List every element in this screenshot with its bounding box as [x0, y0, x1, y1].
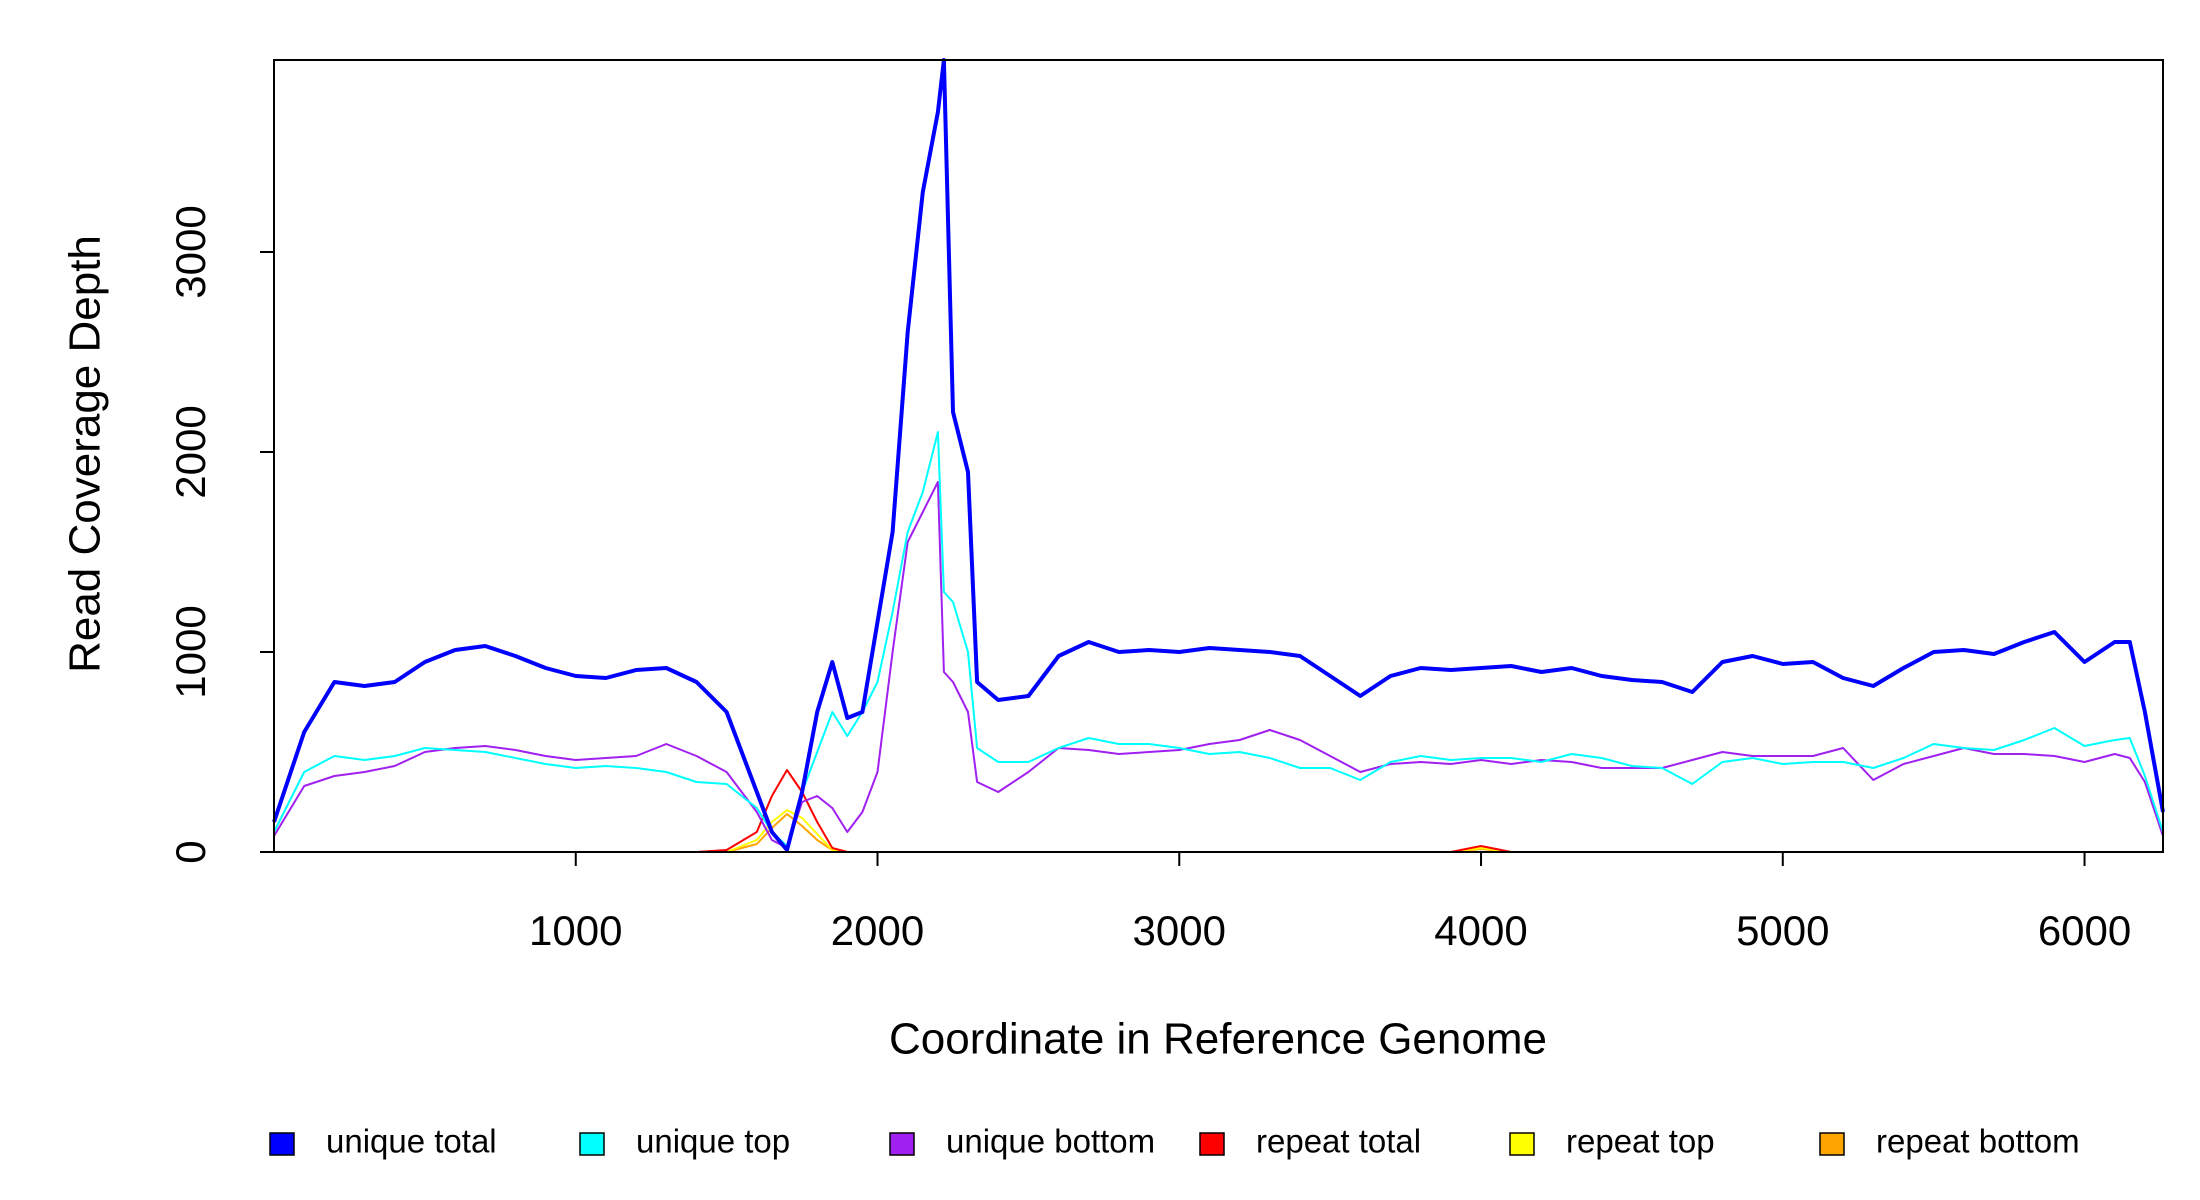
legend-swatch: [1509, 1132, 1535, 1156]
legend-label: unique bottom: [946, 1123, 1155, 1160]
y-axis-title: Read Coverage Depth: [61, 235, 110, 673]
legend-swatch: [889, 1132, 915, 1156]
x-tick-label: 4000: [1434, 907, 1527, 954]
y-tick-label: 3000: [167, 205, 214, 298]
x-tick-label: 3000: [1133, 907, 1226, 954]
series-line: [274, 809, 2163, 853]
x-tick-label: 6000: [2038, 907, 2131, 954]
series-line: [274, 813, 2163, 853]
legend-swatch: [579, 1132, 605, 1156]
legend-label: unique top: [636, 1123, 790, 1160]
y-tick-label: 1000: [167, 605, 214, 698]
y-tick-label: 0: [167, 840, 214, 863]
y-tick-label: 2000: [167, 405, 214, 498]
series-line: [273, 481, 2164, 849]
x-tick-label: 2000: [831, 907, 924, 954]
x-tick-label: 5000: [1736, 907, 1829, 954]
legend-swatch: [1819, 1132, 1845, 1156]
x-tick-label: 1000: [529, 907, 622, 954]
x-axis-title: Coordinate in Reference Genome: [889, 1015, 1547, 1064]
legend-swatch: [1199, 1132, 1225, 1156]
plot-frame: [273, 59, 2164, 853]
legend-label: repeat total: [1256, 1123, 1421, 1160]
legend-swatch: [269, 1132, 295, 1156]
series-line: [272, 58, 2165, 852]
legend-label: repeat top: [1566, 1123, 1715, 1160]
series-line: [273, 431, 2164, 847]
series-line: [274, 769, 2163, 853]
legend-label: unique total: [326, 1123, 497, 1160]
legend-label: repeat bottom: [1876, 1123, 2080, 1160]
